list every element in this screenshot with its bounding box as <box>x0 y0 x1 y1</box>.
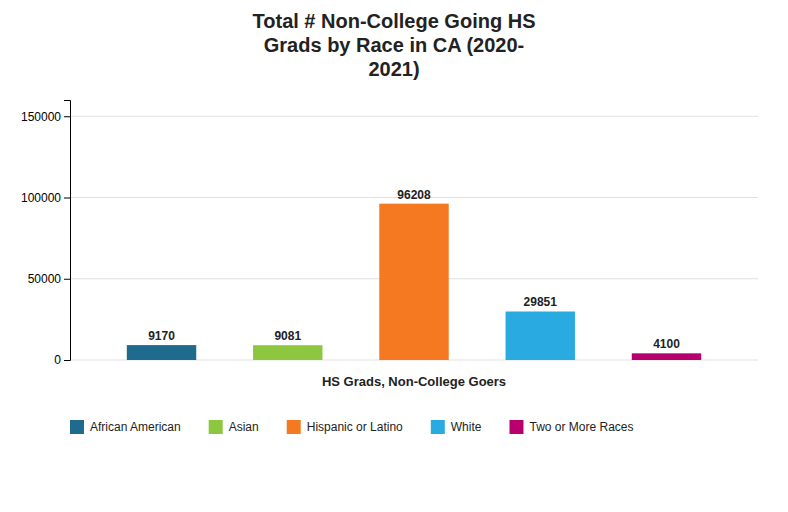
legend-swatch <box>509 420 523 434</box>
grid <box>70 116 758 360</box>
legend-item: Hispanic or Latino <box>287 420 403 434</box>
title-line: Total # Non-College Going HS <box>253 10 536 32</box>
bar <box>506 311 575 360</box>
title: Total # Non-College Going HSGrads by Rac… <box>253 10 536 80</box>
y-tick-label: 0 <box>54 353 61 367</box>
y-tick-mark <box>64 116 70 117</box>
data-labels: 9170 9081 96208 29851 4100 <box>148 188 680 352</box>
bar <box>379 204 448 360</box>
bars <box>127 204 701 360</box>
y-axis: 0 50000 100000 150000 <box>21 101 71 368</box>
bar <box>253 345 322 360</box>
data-label: 4100 <box>653 337 680 351</box>
legend-swatch <box>209 420 223 434</box>
legend-label: Asian <box>229 420 259 434</box>
y-tick-mark <box>64 360 70 361</box>
y-tick-label: 50000 <box>28 272 62 286</box>
legend-label: Hispanic or Latino <box>307 420 403 434</box>
data-label: 9170 <box>148 329 175 343</box>
x-axis-title: HS Grads, Non-College Goers <box>322 374 506 389</box>
legend-swatch <box>287 420 301 434</box>
legend-item: Asian <box>209 420 259 434</box>
legend-swatch <box>70 420 84 434</box>
title-line: Grads by Race in CA (2020- <box>264 34 524 56</box>
bar <box>632 353 701 360</box>
legend-label: African American <box>90 420 181 434</box>
y-tick-mark <box>64 198 70 199</box>
y-axis-line <box>64 101 71 361</box>
data-label: 29851 <box>524 295 558 309</box>
y-tick-label: 100000 <box>21 191 61 205</box>
legend-item: African American <box>70 420 181 434</box>
y-tick: 150000 <box>21 110 70 124</box>
title-line: 2021) <box>368 58 419 80</box>
legend-label: White <box>451 420 482 434</box>
y-tick: 100000 <box>21 191 70 205</box>
data-label: 9081 <box>274 329 301 343</box>
bar <box>127 345 196 360</box>
plot: 0 50000 100000 150000 9170 9081 96208 29851 4100 <box>21 101 758 368</box>
chart: Total # Non-College Going HSGrads by Rac… <box>0 0 788 512</box>
legend: African American Asian Hispanic or Latino W… <box>70 420 634 434</box>
y-tick-mark <box>64 279 70 280</box>
y-tick-label: 150000 <box>21 110 61 124</box>
data-label: 96208 <box>397 188 431 202</box>
y-tick: 0 <box>54 353 70 367</box>
legend-item: White <box>431 420 482 434</box>
grid-line <box>70 116 758 117</box>
legend-label: Two or More Races <box>529 420 633 434</box>
legend-swatch <box>431 420 445 434</box>
y-tick: 50000 <box>28 272 70 286</box>
legend-item: Two or More Races <box>509 420 633 434</box>
